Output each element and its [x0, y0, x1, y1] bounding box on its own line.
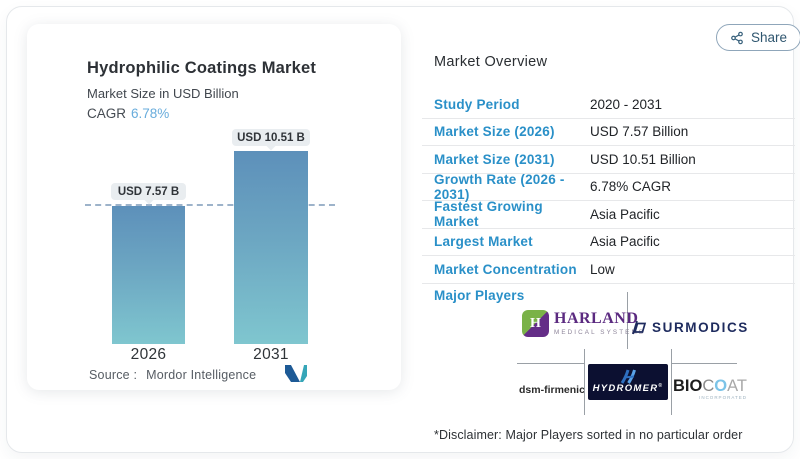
major-players-label: Major Players: [434, 288, 525, 303]
player-logo-biocoat: BIOCOAT INCORPORATED: [673, 378, 747, 400]
source-label: Source :: [89, 368, 138, 382]
cagr-row: CAGR 6.78%: [87, 106, 169, 121]
player-logo-surmodics: SURMODICS: [631, 320, 749, 335]
row-value: 6.78% CAGR: [590, 179, 672, 195]
row-label: Growth Rate (2026 - 2031): [434, 171, 565, 202]
market-chart-card: Hydrophilic Coatings Market Market Size …: [27, 24, 401, 390]
row-label: Largest Market: [434, 234, 533, 250]
row-value: Asia Pacific: [590, 206, 660, 222]
hydromer-brand: HYDROMER®: [592, 383, 664, 395]
biocoat-o-splash-icon: O: [714, 377, 728, 395]
hydromer-reg-mark: ®: [658, 383, 664, 390]
player-logo-hydromer: HYDROMER®: [588, 364, 668, 400]
overview-table: Study Period 2020 - 2031 Market Size (20…: [422, 91, 795, 284]
player-logo-harland: H HARLAND MEDICAL SYSTEMS: [522, 310, 645, 337]
table-row: Market Size (2031) USD 10.51 Billion: [422, 146, 795, 174]
row-label: Study Period: [434, 96, 520, 112]
cagr-label: CAGR: [87, 106, 127, 121]
row-value: 2020 - 2031: [590, 96, 663, 112]
biocoat-c: C: [702, 377, 715, 395]
source-name: Mordor Intelligence: [146, 368, 257, 382]
dsm-brand: dsm-firmenich: [519, 384, 592, 396]
row-label: Fastest Growing Market: [434, 199, 543, 230]
surmodics-brand: SURMODICS: [652, 320, 749, 335]
chart-title: Hydrophilic Coatings Market: [87, 59, 317, 77]
reference-dashed-line: [85, 204, 335, 206]
bar-2031[interactable]: [234, 151, 308, 344]
mordor-intelligence-logo-icon: [285, 365, 307, 387]
harland-subtitle: MEDICAL SYSTEMS: [554, 329, 646, 336]
harland-brand: HARLAND: [554, 310, 639, 327]
table-row: Market Concentration Low: [422, 256, 795, 284]
row-label: Market Size (2031): [434, 151, 555, 167]
biocoat-subtitle: INCORPORATED: [699, 394, 747, 400]
table-row: Study Period 2020 - 2031: [422, 91, 795, 119]
table-row: Growth Rate (2026 - 2031) 6.78% CAGR: [422, 171, 795, 202]
row-value: Asia Pacific: [590, 234, 660, 250]
biocoat-at: AT: [727, 377, 747, 395]
report-card-frame: Hydrophilic Coatings Market Market Size …: [6, 6, 800, 453]
hydromer-h-icon: [615, 369, 641, 385]
x-axis-label-2031: 2031: [253, 346, 289, 363]
bar-2026[interactable]: [112, 206, 185, 344]
players-vertical-divider: [627, 292, 628, 349]
bar-value-label-2031: USD 10.51 B: [232, 129, 310, 146]
source-row: Source : Mordor Intelligence: [89, 368, 256, 382]
surmodics-glyph-icon: [631, 320, 648, 335]
table-row: Fastest Growing Market Asia Pacific: [422, 199, 795, 230]
share-icon: [730, 31, 744, 45]
cagr-value: 6.78%: [131, 106, 170, 121]
bar-value-label-2026: USD 7.57 B: [111, 183, 186, 200]
harland-h-icon: H: [522, 310, 549, 337]
row-value: USD 10.51 Billion: [590, 151, 696, 167]
x-axis-label-2026: 2026: [130, 346, 167, 363]
row-value: USD 7.57 Billion: [590, 124, 689, 140]
share-button-label: Share: [751, 30, 788, 45]
share-button[interactable]: Share: [716, 24, 800, 51]
row-value: Low: [590, 261, 615, 277]
biocoat-bio: BIO: [673, 377, 703, 395]
chart-subtitle: Market Size in USD Billion: [87, 86, 239, 101]
row-label: Market Size (2026): [434, 124, 555, 140]
players-disclaimer: *Disclaimer: Major Players sorted in no …: [434, 428, 743, 442]
player-logo-hydromer-cell: HYDROMER®: [584, 349, 672, 415]
overview-heading: Market Overview: [434, 54, 548, 70]
row-label: Market Concentration: [434, 261, 577, 277]
table-row: Market Size (2026) USD 7.57 Billion: [422, 119, 795, 146]
table-row: Largest Market Asia Pacific: [422, 229, 795, 256]
